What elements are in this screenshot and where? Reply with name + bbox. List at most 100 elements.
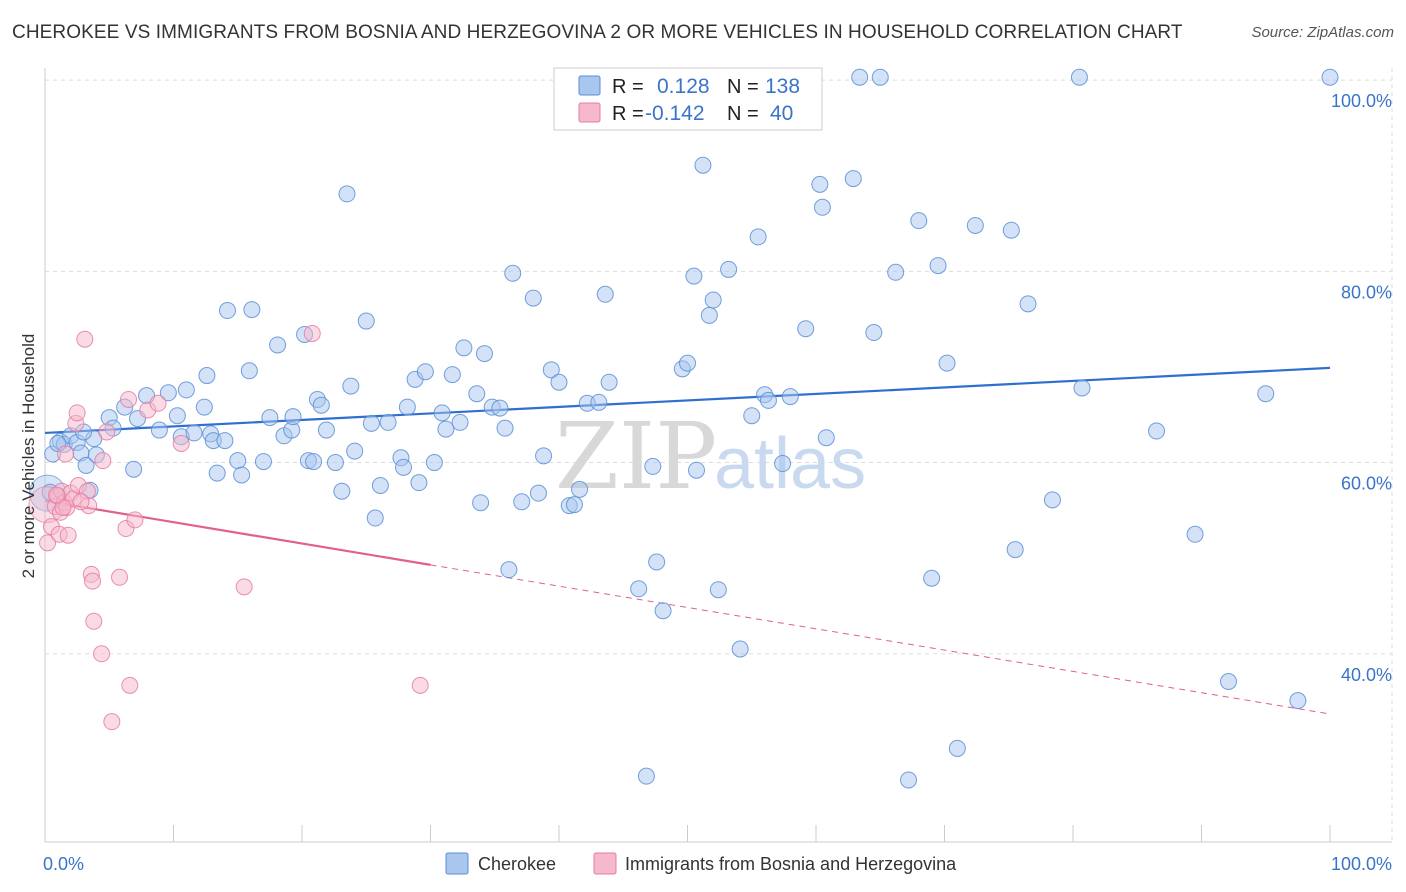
point-cherokee-110 [797, 320, 815, 338]
point-cherokee-55 [379, 413, 397, 431]
point-cherokee-125 [966, 216, 984, 234]
point-cherokee-107 [759, 391, 777, 409]
point-bosnia-29 [121, 676, 139, 694]
point-cherokee-49 [342, 377, 360, 395]
point-cherokee-54 [371, 477, 389, 495]
point-cherokee-123 [938, 354, 956, 372]
point-cherokee-118 [887, 263, 905, 281]
stats-n-value-pink: 40 [770, 102, 793, 125]
point-cherokee-7 [77, 456, 95, 474]
point-cherokee-120 [910, 212, 928, 230]
point-cherokee-102 [720, 260, 738, 278]
point-cherokee-69 [472, 494, 490, 512]
point-bosnia-14 [68, 404, 86, 422]
point-cherokee-29 [218, 302, 236, 320]
point-cherokee-109 [781, 388, 799, 406]
point-bosnia-10 [59, 526, 77, 544]
stats-r-label-pink: R = [612, 103, 644, 125]
point-cherokee-47 [333, 482, 351, 500]
point-cherokee-60 [410, 474, 428, 492]
point-cherokee-14 [125, 460, 143, 478]
point-cherokee-45 [317, 421, 335, 439]
legend-label-bosnia: Immigrants from Bosnia and Herzegovina [625, 854, 957, 874]
legend-label-cherokee: Cherokee [478, 854, 556, 874]
point-bosnia-22 [93, 645, 111, 663]
point-cherokee-99 [700, 306, 718, 324]
point-cherokee-83 [565, 496, 583, 514]
point-cherokee-53 [366, 509, 384, 527]
point-bosnia-0 [39, 534, 57, 552]
stats-n-label-pink: N = [727, 103, 759, 125]
point-cherokee-116 [865, 324, 883, 342]
chart-title: CHEROKEE VS IMMIGRANTS FROM BOSNIA AND H… [12, 22, 1183, 43]
point-cherokee-27 [208, 464, 226, 482]
stats-swatch-pink [578, 102, 601, 123]
point-cherokee-136 [1289, 692, 1307, 710]
stats-r-label-blue: R = [612, 76, 644, 98]
point-cherokee-89 [630, 580, 648, 598]
point-cherokee-128 [1019, 295, 1037, 313]
point-cherokee-122 [929, 257, 947, 275]
point-bosnia-16 [76, 330, 94, 348]
point-cherokee-22 [185, 424, 203, 442]
stats-n-label-blue: N = [727, 76, 759, 98]
series-legend: Cherokee Immigrants from Bosnia and Herz… [445, 852, 957, 875]
point-cherokee-87 [596, 285, 614, 303]
point-cherokee-104 [743, 407, 761, 425]
y-axis-label: 2 or more Vehicles in Household [19, 334, 38, 579]
y-tick-label-40: 40.0% [1341, 665, 1392, 685]
point-cherokee-117 [871, 68, 889, 86]
point-cherokee-112 [813, 198, 831, 216]
point-cherokee-131 [1073, 379, 1091, 397]
point-cherokee-68 [468, 385, 486, 403]
point-cherokee-46 [326, 454, 344, 472]
point-cherokee-35 [261, 409, 279, 427]
point-bosnia-35 [303, 324, 321, 342]
point-cherokee-84 [571, 480, 589, 498]
point-bosnia-36 [411, 676, 429, 694]
point-bosnia-33 [172, 434, 190, 452]
point-cherokee-98 [694, 156, 712, 174]
point-cherokee-73 [496, 419, 514, 437]
point-cherokee-88 [600, 373, 618, 391]
point-cherokee-103 [731, 640, 749, 658]
point-cherokee-52 [362, 414, 380, 432]
point-bosnia-34 [235, 578, 253, 596]
x-tick-label-max: 100.0% [1331, 854, 1392, 874]
point-cherokee-129 [1043, 491, 1061, 509]
point-cherokee-134 [1219, 673, 1237, 691]
point-cherokee-114 [844, 170, 862, 188]
point-bosnia-39 [48, 486, 66, 504]
point-cherokee-130 [1070, 68, 1088, 86]
point-bosnia-32 [149, 394, 167, 412]
point-cherokee-51 [357, 312, 375, 330]
point-cherokee-76 [513, 493, 531, 511]
point-bosnia-26 [111, 568, 129, 586]
x-tick-label-min: 0.0% [43, 854, 84, 874]
point-bosnia-25 [103, 713, 121, 731]
point-cherokee-70 [475, 345, 493, 363]
point-cherokee-32 [240, 362, 258, 380]
point-bosnia-8 [57, 445, 75, 463]
point-bosnia-23 [94, 452, 112, 470]
point-cherokee-48 [338, 185, 356, 203]
point-cherokee-24 [198, 367, 216, 385]
stats-r-value-blue: 0.128 [657, 75, 710, 98]
y-tick-label-80: 80.0% [1341, 282, 1392, 302]
point-cherokee-75 [504, 264, 522, 282]
point-cherokee-133 [1186, 525, 1204, 543]
point-bosnia-21 [85, 612, 103, 630]
point-bosnia-28 [120, 390, 138, 408]
y-tick-label-60: 60.0% [1341, 474, 1392, 494]
point-cherokee-44 [312, 396, 330, 414]
point-cherokee-28 [216, 432, 234, 450]
trend-lines [44, 366, 1331, 715]
trend-line-bosnia-extrapolated [430, 564, 1331, 715]
point-cherokee-64 [437, 420, 455, 438]
point-cherokee-126 [1002, 221, 1020, 239]
point-cherokee-74 [500, 561, 518, 579]
point-cherokee-61 [416, 363, 434, 381]
watermark: ZIP atlas [555, 403, 866, 510]
data-points [28, 68, 1339, 789]
point-cherokee-93 [654, 602, 672, 620]
